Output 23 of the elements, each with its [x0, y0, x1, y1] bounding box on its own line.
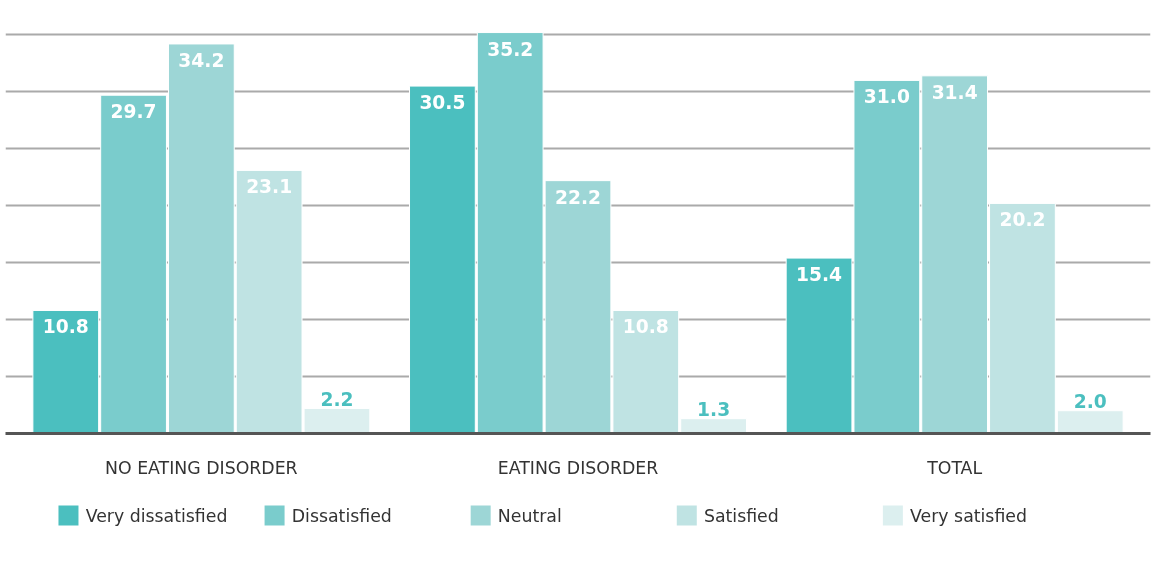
- data-label: 35.2: [487, 38, 534, 60]
- x-tick-label: NO EATING DISORDER: [105, 457, 298, 478]
- legend-label: Dissatisfied: [291, 505, 392, 526]
- data-label: 10.8: [42, 316, 89, 338]
- x-tick-label: EATING DISORDER: [497, 457, 659, 478]
- legend-label: Very satisfied: [910, 505, 1027, 526]
- data-label: 2.0: [1073, 391, 1107, 413]
- data-label: 22.2: [554, 186, 602, 208]
- data-label: 31.4: [931, 81, 978, 103]
- data-label: 1.3: [697, 399, 731, 421]
- legend-label: Neutral: [497, 505, 562, 526]
- x-tick-label: TOTAL: [926, 457, 983, 478]
- data-label: 31.0: [863, 86, 910, 108]
- legend-label: Very dissatisfied: [85, 505, 228, 526]
- data-label: 2.2: [320, 389, 354, 411]
- data-label: 34.2: [178, 49, 225, 71]
- data-label: 29.7: [110, 101, 157, 123]
- data-label: 23.1: [246, 176, 293, 198]
- data-label: 30.5: [419, 92, 466, 114]
- data-label: 10.8: [622, 316, 669, 338]
- data-label: 15.4: [796, 264, 843, 286]
- legend-label: Satisfied: [703, 505, 779, 526]
- data-label: 20.2: [999, 209, 1046, 231]
